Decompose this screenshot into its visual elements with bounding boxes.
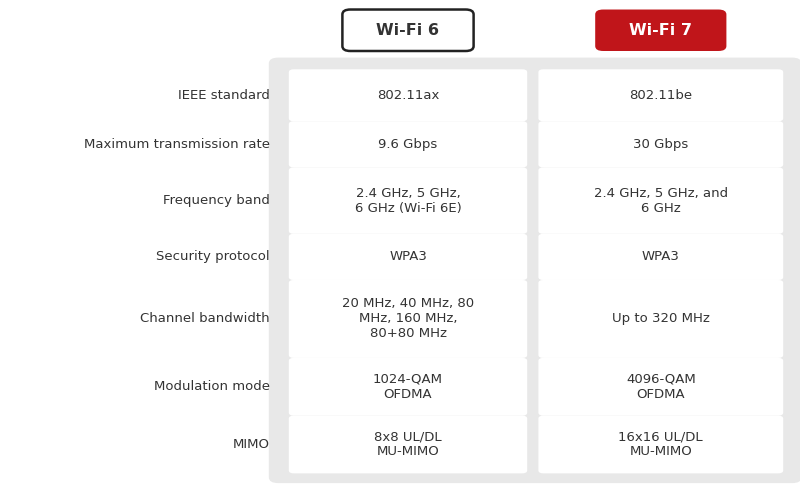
Text: IEEE standard: IEEE standard [178, 89, 270, 102]
Text: Channel bandwidth: Channel bandwidth [140, 312, 270, 325]
Text: 802.11ax: 802.11ax [377, 89, 439, 102]
FancyBboxPatch shape [289, 167, 527, 234]
FancyBboxPatch shape [289, 69, 527, 121]
FancyBboxPatch shape [538, 358, 783, 416]
Text: Wi-Fi 6: Wi-Fi 6 [377, 23, 439, 38]
Text: Wi-Fi 7: Wi-Fi 7 [630, 23, 692, 38]
FancyBboxPatch shape [538, 234, 783, 280]
FancyBboxPatch shape [289, 280, 527, 358]
Text: 2.4 GHz, 5 GHz,
6 GHz (Wi-Fi 6E): 2.4 GHz, 5 GHz, 6 GHz (Wi-Fi 6E) [354, 186, 462, 215]
Text: 30 Gbps: 30 Gbps [633, 138, 689, 151]
FancyBboxPatch shape [289, 358, 527, 416]
Text: 2.4 GHz, 5 GHz, and
6 GHz: 2.4 GHz, 5 GHz, and 6 GHz [594, 186, 728, 215]
Text: MIMO: MIMO [233, 438, 270, 451]
FancyBboxPatch shape [289, 234, 527, 280]
FancyBboxPatch shape [269, 58, 800, 483]
FancyBboxPatch shape [538, 69, 783, 121]
Text: Maximum transmission rate: Maximum transmission rate [83, 138, 270, 151]
Text: Security protocol: Security protocol [156, 250, 270, 264]
Text: 802.11be: 802.11be [630, 89, 692, 102]
Text: WPA3: WPA3 [389, 250, 427, 264]
FancyBboxPatch shape [342, 9, 474, 51]
Text: 8x8 UL/DL
MU-MIMO: 8x8 UL/DL MU-MIMO [374, 430, 442, 459]
Text: 4096-QAM
OFDMA: 4096-QAM OFDMA [626, 373, 696, 401]
FancyBboxPatch shape [289, 416, 527, 473]
FancyBboxPatch shape [289, 121, 527, 167]
FancyBboxPatch shape [538, 280, 783, 358]
FancyBboxPatch shape [595, 9, 726, 51]
FancyBboxPatch shape [538, 167, 783, 234]
Text: 9.6 Gbps: 9.6 Gbps [378, 138, 438, 151]
Text: Modulation mode: Modulation mode [154, 380, 270, 393]
Text: 20 MHz, 40 MHz, 80
MHz, 160 MHz,
80+80 MHz: 20 MHz, 40 MHz, 80 MHz, 160 MHz, 80+80 M… [342, 298, 474, 341]
FancyBboxPatch shape [538, 416, 783, 473]
Text: WPA3: WPA3 [642, 250, 680, 264]
Text: 16x16 UL/DL
MU-MIMO: 16x16 UL/DL MU-MIMO [618, 430, 703, 459]
Text: Up to 320 MHz: Up to 320 MHz [612, 312, 710, 325]
Text: 1024-QAM
OFDMA: 1024-QAM OFDMA [373, 373, 443, 401]
Text: Frequency band: Frequency band [162, 194, 270, 207]
FancyBboxPatch shape [538, 121, 783, 167]
